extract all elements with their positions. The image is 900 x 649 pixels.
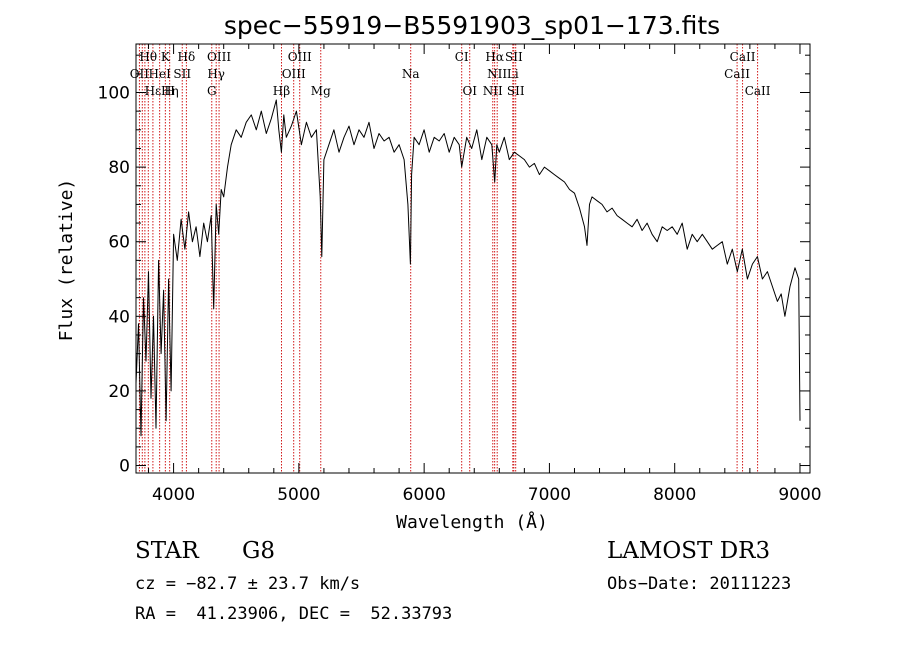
spectrum-trace bbox=[135, 99, 801, 437]
line-label: OIII bbox=[282, 67, 306, 81]
line-label: OI bbox=[462, 84, 477, 98]
y-tick-label: 60 bbox=[108, 233, 130, 253]
x-tick-label: 7000 bbox=[528, 485, 571, 505]
line-label: Hε bbox=[145, 84, 162, 98]
line-label: SII bbox=[507, 84, 525, 98]
y-tick-label: 100 bbox=[98, 83, 130, 103]
y-tick-label: 80 bbox=[108, 158, 130, 178]
line-label: CaII bbox=[730, 50, 756, 64]
plot-frame bbox=[135, 43, 811, 474]
x-tick-label: 5000 bbox=[277, 485, 320, 505]
y-axis-ticks: 0 20 40 60 80 100 bbox=[98, 54, 810, 477]
observation-date: Obs−Date: 20111223 bbox=[607, 574, 792, 594]
x-tick-label: 6000 bbox=[403, 485, 446, 505]
x-tick-label: 4000 bbox=[152, 485, 195, 505]
line-label: Hδ bbox=[178, 50, 196, 64]
line-label: G bbox=[207, 84, 217, 98]
line-label: NII bbox=[483, 84, 503, 98]
spectrum-line bbox=[135, 99, 801, 437]
line-label: OIII bbox=[288, 50, 312, 64]
object-subclass: G8 bbox=[242, 538, 276, 564]
line-label: Hη bbox=[161, 84, 179, 98]
y-tick-label: 20 bbox=[108, 382, 130, 402]
line-label: SII bbox=[505, 50, 523, 64]
line-label: H bbox=[164, 84, 174, 98]
survey-name: LAMOST DR3 bbox=[607, 538, 771, 564]
line-label: Li bbox=[507, 67, 519, 81]
line-label: Na bbox=[402, 67, 420, 81]
line-label: HeI bbox=[149, 67, 172, 81]
line-label: Hα bbox=[485, 50, 504, 64]
emission-line-markers bbox=[138, 44, 759, 473]
line-label: CaII bbox=[724, 67, 750, 81]
y-tick-label: 0 bbox=[119, 457, 130, 477]
x-axis-label: Wavelength (Å) bbox=[396, 511, 548, 533]
line-label: CI bbox=[455, 50, 469, 64]
line-label: NII bbox=[487, 67, 507, 81]
line-label: OIII bbox=[207, 50, 231, 64]
object-class: STAR bbox=[135, 538, 199, 564]
x-tick-label: 8000 bbox=[653, 485, 696, 505]
line-label: CaII bbox=[745, 84, 771, 98]
line-label: SII bbox=[173, 67, 191, 81]
coordinates-text: RA = 41.23906, DEC = 52.33793 bbox=[135, 604, 453, 624]
line-label: Hθ bbox=[139, 50, 157, 64]
y-axis-label: Flux (relative) bbox=[56, 179, 77, 342]
chart-title: spec−55919−B5591903_sp01−173.fits bbox=[224, 11, 720, 40]
line-label: Mg bbox=[311, 84, 331, 98]
line-label: Hβ bbox=[273, 84, 290, 98]
redshift-text: cz = −82.7 ± 23.7 km/s bbox=[135, 574, 361, 594]
line-label: Hγ bbox=[207, 67, 225, 81]
line-label: K bbox=[161, 50, 171, 64]
x-axis-ticks: 4000 5000 6000 7000 8000 9000 bbox=[148, 44, 822, 505]
x-tick-label: 9000 bbox=[778, 485, 821, 505]
y-tick-label: 40 bbox=[108, 307, 130, 327]
